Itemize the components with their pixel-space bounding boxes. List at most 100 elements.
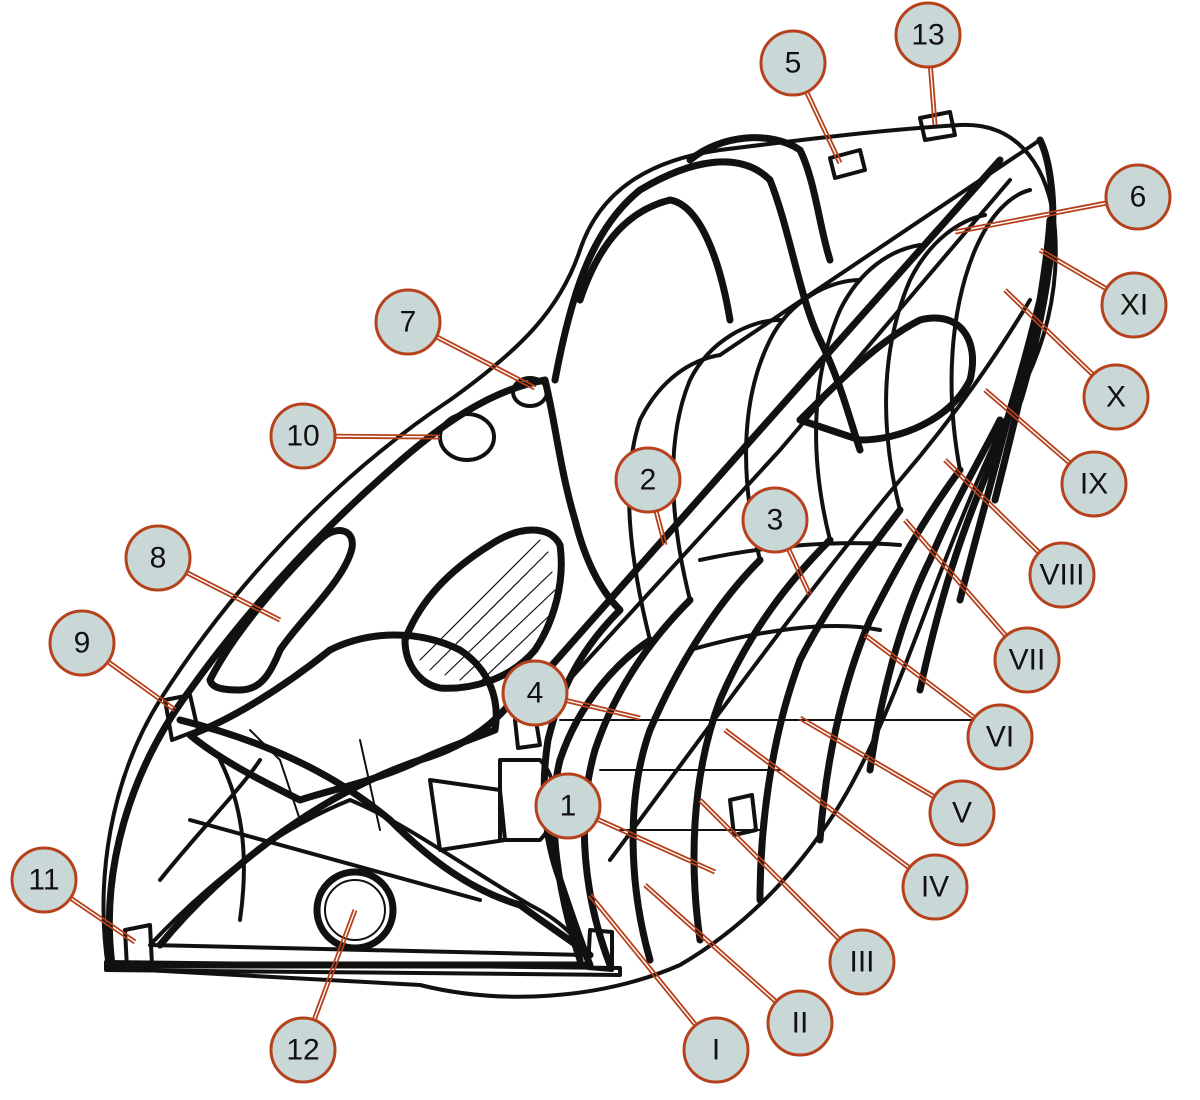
- leader-line-III-a: [700, 798, 842, 939]
- leader-line-2-a: [653, 511, 665, 546]
- ring-frames: [550, 136, 1057, 969]
- svg-text:VIII: VIII: [1039, 559, 1084, 592]
- leader-line-I-a: [590, 893, 698, 1025]
- svg-text:V: V: [952, 797, 972, 830]
- ring-frame-IV: [690, 536, 834, 944]
- leader-line-IX-b: [983, 390, 1070, 465]
- leader-line-1-b: [597, 816, 717, 872]
- leader-line-VIII-a: [945, 458, 1041, 553]
- callout-VI: VI: [966, 703, 1034, 771]
- leader-line-X-b: [1003, 290, 1093, 377]
- keel-beam: [104, 960, 622, 977]
- leader-line-V-b: [798, 718, 935, 799]
- svg-text:XI: XI: [1120, 289, 1148, 322]
- leader-line-IX-a: [985, 388, 1072, 463]
- leader-line-8-b: [186, 570, 282, 620]
- svg-text:5: 5: [785, 47, 802, 80]
- callout-7: 7: [374, 288, 442, 356]
- svg-text:III: III: [849, 946, 874, 979]
- leader-line-10-b: [335, 433, 441, 437]
- ring-frame-II: [580, 596, 694, 969]
- leader-line-3-a: [786, 549, 810, 597]
- bracket-13: [918, 110, 957, 142]
- svg-text:II: II: [792, 1007, 809, 1040]
- leader-line-11-a: [69, 898, 135, 945]
- bracket-9: [163, 693, 200, 742]
- svg-text:6: 6: [1130, 181, 1147, 214]
- callout-3: 3: [741, 486, 809, 554]
- leader-line-8-a: [185, 573, 280, 623]
- leader-line-5-b: [807, 90, 843, 163]
- callout-II: II: [766, 989, 834, 1057]
- callout-1: 1: [534, 772, 602, 840]
- svg-text:X: X: [1106, 381, 1126, 414]
- internal-members: [158, 729, 557, 922]
- leader-line-9-b: [108, 659, 177, 710]
- leader-line-I-b: [588, 895, 696, 1027]
- svg-text:8: 8: [150, 542, 167, 575]
- svg-text:4: 4: [527, 677, 544, 710]
- svg-text:VI: VI: [986, 721, 1014, 754]
- ring-frame-XI: [1016, 136, 1057, 404]
- access-hole-7: [511, 376, 549, 408]
- bracket-5: [828, 148, 867, 180]
- longeron-upper: [558, 178, 1012, 692]
- callout-9: 9: [48, 609, 116, 677]
- hatch-hatching: [419, 539, 556, 683]
- upper-ring-arcs: [627, 188, 1032, 642]
- leader-line-12-b: [311, 909, 355, 1020]
- leader-line-7-a: [435, 337, 535, 391]
- leader-line-IV-a: [725, 727, 911, 868]
- leader-line-11-b: [70, 895, 137, 942]
- leader-line-X-a: [1005, 288, 1095, 375]
- leader-line-2-b: [656, 510, 668, 545]
- leader-lines: [69, 66, 1108, 1027]
- callout-2: 2: [614, 446, 682, 514]
- leader-line-II-a: [645, 883, 778, 1002]
- bracket-11: [123, 923, 154, 970]
- windscreen-frame: [686, 134, 834, 264]
- svg-text:IX: IX: [1080, 468, 1108, 501]
- leader-line-XI-a: [1040, 247, 1108, 289]
- leader-line-6-b: [955, 203, 1108, 235]
- ring-frame-V: [756, 506, 904, 904]
- leader-line-4-a: [565, 701, 640, 721]
- leader-line-12-a: [314, 910, 358, 1021]
- longeron-mid: [559, 719, 1001, 831]
- callout-6: 6: [1104, 163, 1172, 231]
- seat-bulkhead: [688, 314, 977, 652]
- svg-text:2: 2: [640, 464, 657, 497]
- leader-line-13-a: [927, 66, 935, 126]
- svg-text:9: 9: [74, 627, 91, 660]
- leader-line-1-a: [596, 819, 715, 875]
- callout-IV: IV: [901, 853, 969, 921]
- access-hole-10: [438, 412, 496, 462]
- port-ring-12: [313, 868, 397, 952]
- leader-line-4-b: [566, 697, 641, 718]
- leader-line-V-a: [800, 715, 936, 797]
- bulkhead-x-brace: [156, 686, 594, 959]
- port-ring-12-inner: [324, 879, 386, 941]
- leader-line-XI-b: [1038, 250, 1107, 291]
- bracket-right-bottom: [586, 928, 614, 972]
- bracket-lower-mid: [728, 793, 758, 837]
- mount-brackets: [123, 110, 957, 972]
- leader-line-6-a: [954, 200, 1107, 232]
- leader-line-III-b: [698, 800, 839, 942]
- callout-4: 4: [501, 659, 569, 727]
- callout-XI: XI: [1100, 271, 1168, 339]
- ring-frame-VI: [816, 466, 964, 844]
- svg-text:7: 7: [400, 306, 417, 339]
- leader-line-VI-a: [865, 633, 976, 718]
- svg-text:3: 3: [767, 504, 784, 537]
- callout-V: V: [928, 779, 996, 847]
- longeron-main: [526, 156, 1004, 694]
- svg-text:IV: IV: [921, 871, 949, 904]
- leader-line-VII-b: [903, 520, 1006, 638]
- leader-line-7-b: [436, 334, 537, 388]
- ring-frame-VII: [866, 416, 1004, 774]
- leader-line-9-a: [106, 662, 175, 713]
- callout-13: 13: [894, 1, 962, 69]
- callout-5: 5: [759, 29, 827, 97]
- canopy-arch: [551, 158, 864, 454]
